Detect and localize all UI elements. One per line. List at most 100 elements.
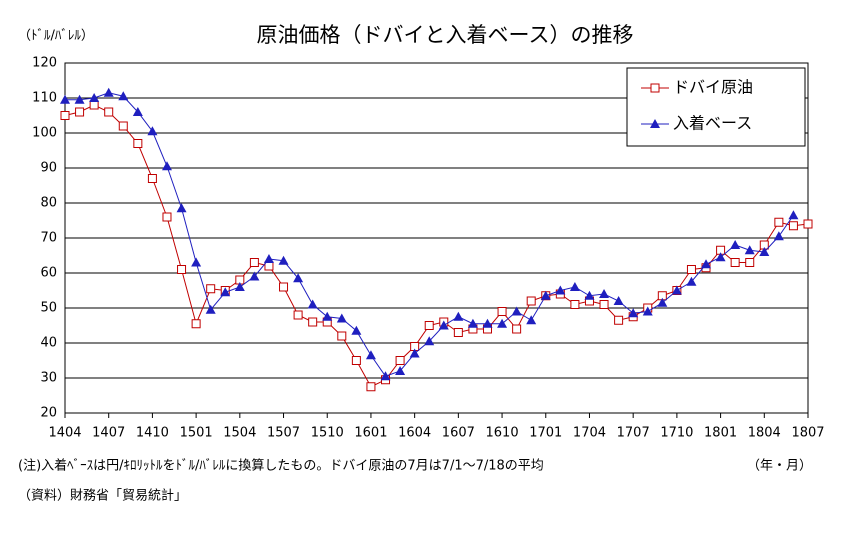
marker <box>118 121 128 131</box>
marker <box>395 356 405 365</box>
x-tick-label: 1710 <box>660 426 693 441</box>
marker <box>161 161 172 171</box>
marker <box>730 258 740 267</box>
marker <box>176 203 187 213</box>
legend-marker <box>650 83 660 93</box>
marker <box>89 100 99 110</box>
marker <box>540 290 551 300</box>
x-axis-label: （年・月） <box>747 459 812 474</box>
y-tick-label: 100 <box>32 126 57 141</box>
marker <box>279 282 289 292</box>
marker <box>803 219 813 229</box>
y-tick-label: 80 <box>40 196 57 211</box>
marker <box>526 296 536 306</box>
marker <box>613 296 624 305</box>
marker <box>307 299 318 309</box>
marker <box>293 273 304 283</box>
marker <box>512 324 522 334</box>
marker <box>526 315 537 325</box>
x-tick-label: 1804 <box>748 426 781 441</box>
x-tick-label: 1701 <box>529 426 562 441</box>
marker <box>206 284 216 294</box>
marker <box>293 310 303 320</box>
legend-marker <box>650 119 660 128</box>
series-line <box>64 104 809 388</box>
x-tick-label: 1510 <box>311 426 344 441</box>
marker <box>162 212 172 222</box>
x-tick-label: 1704 <box>573 426 606 441</box>
marker <box>511 306 522 316</box>
marker <box>249 271 260 281</box>
marker <box>599 300 609 309</box>
chart-title: 原油価格（ドバイと入着ベース）の推移 <box>257 23 634 47</box>
marker <box>60 111 70 120</box>
x-tick-label: 1610 <box>486 426 519 441</box>
marker <box>788 210 799 220</box>
y-tick-label: 30 <box>40 371 57 386</box>
x-tick-label: 1507 <box>267 426 300 441</box>
y-tick-label: 20 <box>40 406 57 421</box>
y-tick-label: 60 <box>40 266 57 281</box>
marker <box>191 257 202 267</box>
marker <box>424 321 434 330</box>
marker <box>497 318 508 328</box>
legend-label: ドバイ原油 <box>673 78 753 97</box>
marker <box>234 282 245 291</box>
marker <box>774 217 784 227</box>
x-tick-label: 1404 <box>48 426 81 441</box>
marker <box>147 126 158 136</box>
marker <box>351 325 362 335</box>
marker <box>686 265 696 274</box>
marker <box>177 265 187 274</box>
marker <box>118 91 129 101</box>
marker <box>74 94 85 104</box>
marker <box>424 336 435 346</box>
marker <box>89 93 100 102</box>
x-tick-label: 1607 <box>442 426 475 441</box>
marker <box>759 247 770 256</box>
y-tick-label: 40 <box>40 336 57 351</box>
note: (注)入着ﾍﾞｰｽは円/ｷﾛﾘｯﾄﾙをﾄﾞﾙ/ﾊﾞﾚﾙに換算したもの。ドバイ原油… <box>18 458 544 474</box>
y-tick-label: 110 <box>32 91 57 106</box>
marker <box>337 331 347 341</box>
marker <box>365 350 376 360</box>
marker <box>278 255 289 265</box>
marker <box>686 276 697 286</box>
marker <box>497 307 507 316</box>
marker <box>482 318 493 328</box>
marker <box>642 306 653 316</box>
marker <box>671 285 682 295</box>
marker <box>744 245 755 255</box>
marker <box>453 311 464 321</box>
marker <box>75 107 85 117</box>
y-tick-label: 90 <box>40 161 57 176</box>
x-tick-label: 1601 <box>354 426 387 441</box>
marker <box>366 382 376 392</box>
marker <box>773 231 784 241</box>
x-tick-label: 1801 <box>704 426 737 441</box>
marker <box>147 174 157 183</box>
marker <box>249 258 259 267</box>
y-axis-label: （ﾄﾞﾙ/ﾊﾞﾚﾙ） <box>18 29 94 44</box>
legend-box <box>626 67 806 147</box>
marker <box>220 287 231 297</box>
marker <box>745 258 755 267</box>
marker <box>60 94 70 104</box>
x-tick-label: 1504 <box>223 426 256 441</box>
marker <box>308 317 318 327</box>
x-tick-label: 1707 <box>617 426 650 441</box>
marker <box>657 297 668 307</box>
y-tick-label: 50 <box>40 301 57 316</box>
x-tick-label: 1807 <box>791 426 824 441</box>
marker <box>380 371 391 381</box>
x-tick-label: 1407 <box>92 426 125 441</box>
marker <box>715 252 726 262</box>
plot-border <box>64 62 809 414</box>
marker <box>132 107 143 116</box>
marker <box>467 318 478 328</box>
marker <box>103 87 114 97</box>
marker <box>701 259 712 269</box>
marker <box>104 107 114 117</box>
marker <box>569 282 580 291</box>
marker <box>351 356 361 365</box>
